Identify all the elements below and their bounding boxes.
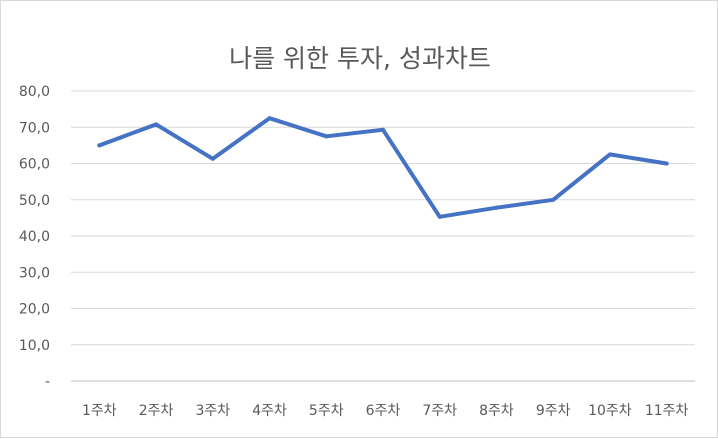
x-tick-label: 1주차 bbox=[82, 403, 117, 419]
x-tick-label: 11주차 bbox=[645, 403, 689, 419]
series-lines bbox=[97, 116, 669, 219]
x-tick-label: 3주차 bbox=[195, 403, 230, 419]
y-axis-tick-labels: - 10,0 20,0 30,0 40,0 50,0 60,0 70,0 80,0 bbox=[19, 84, 50, 390]
chart-title: 나를 위한 투자, 성과차트 bbox=[229, 44, 491, 73]
series-line bbox=[97, 116, 669, 219]
y-tick-label: 40,0 bbox=[19, 229, 50, 245]
data-point bbox=[381, 127, 385, 132]
data-point bbox=[607, 152, 612, 157]
y-tick-label: 70,0 bbox=[19, 120, 50, 136]
data-point bbox=[551, 197, 556, 202]
x-tick-label: 10주차 bbox=[588, 403, 632, 419]
x-tick-label: 4주차 bbox=[252, 403, 287, 419]
x-tick-label: 9주차 bbox=[536, 403, 571, 419]
data-point bbox=[494, 205, 499, 210]
data-point bbox=[154, 122, 159, 127]
x-tick-label: 5주차 bbox=[309, 403, 344, 419]
x-tick-label: 8주차 bbox=[479, 403, 514, 419]
gridlines bbox=[71, 90, 695, 382]
data-point bbox=[437, 214, 442, 219]
x-tick-label: 6주차 bbox=[366, 403, 401, 419]
y-tick-label: 50,0 bbox=[19, 193, 50, 209]
data-point bbox=[97, 143, 102, 148]
y-tick-label: 20,0 bbox=[19, 302, 50, 318]
y-tick-label: 10,0 bbox=[19, 338, 50, 354]
y-tick-label: 80,0 bbox=[19, 84, 50, 100]
data-point bbox=[664, 161, 669, 166]
y-tick-label: 60,0 bbox=[19, 157, 50, 173]
x-tick-label: 7주차 bbox=[422, 403, 457, 419]
x-tick-label: 2주차 bbox=[139, 403, 174, 419]
x-axis-tick-labels: 1주차 2주차 3주차 4주차 5주차 6주차 7주차 8주차 9주차 10주차 11주차 bbox=[82, 403, 689, 419]
y-tick-label: - bbox=[45, 374, 50, 390]
data-point bbox=[210, 156, 215, 161]
y-tick-label: 30,0 bbox=[19, 265, 50, 281]
data-point bbox=[267, 116, 272, 121]
data-point bbox=[324, 134, 329, 139]
